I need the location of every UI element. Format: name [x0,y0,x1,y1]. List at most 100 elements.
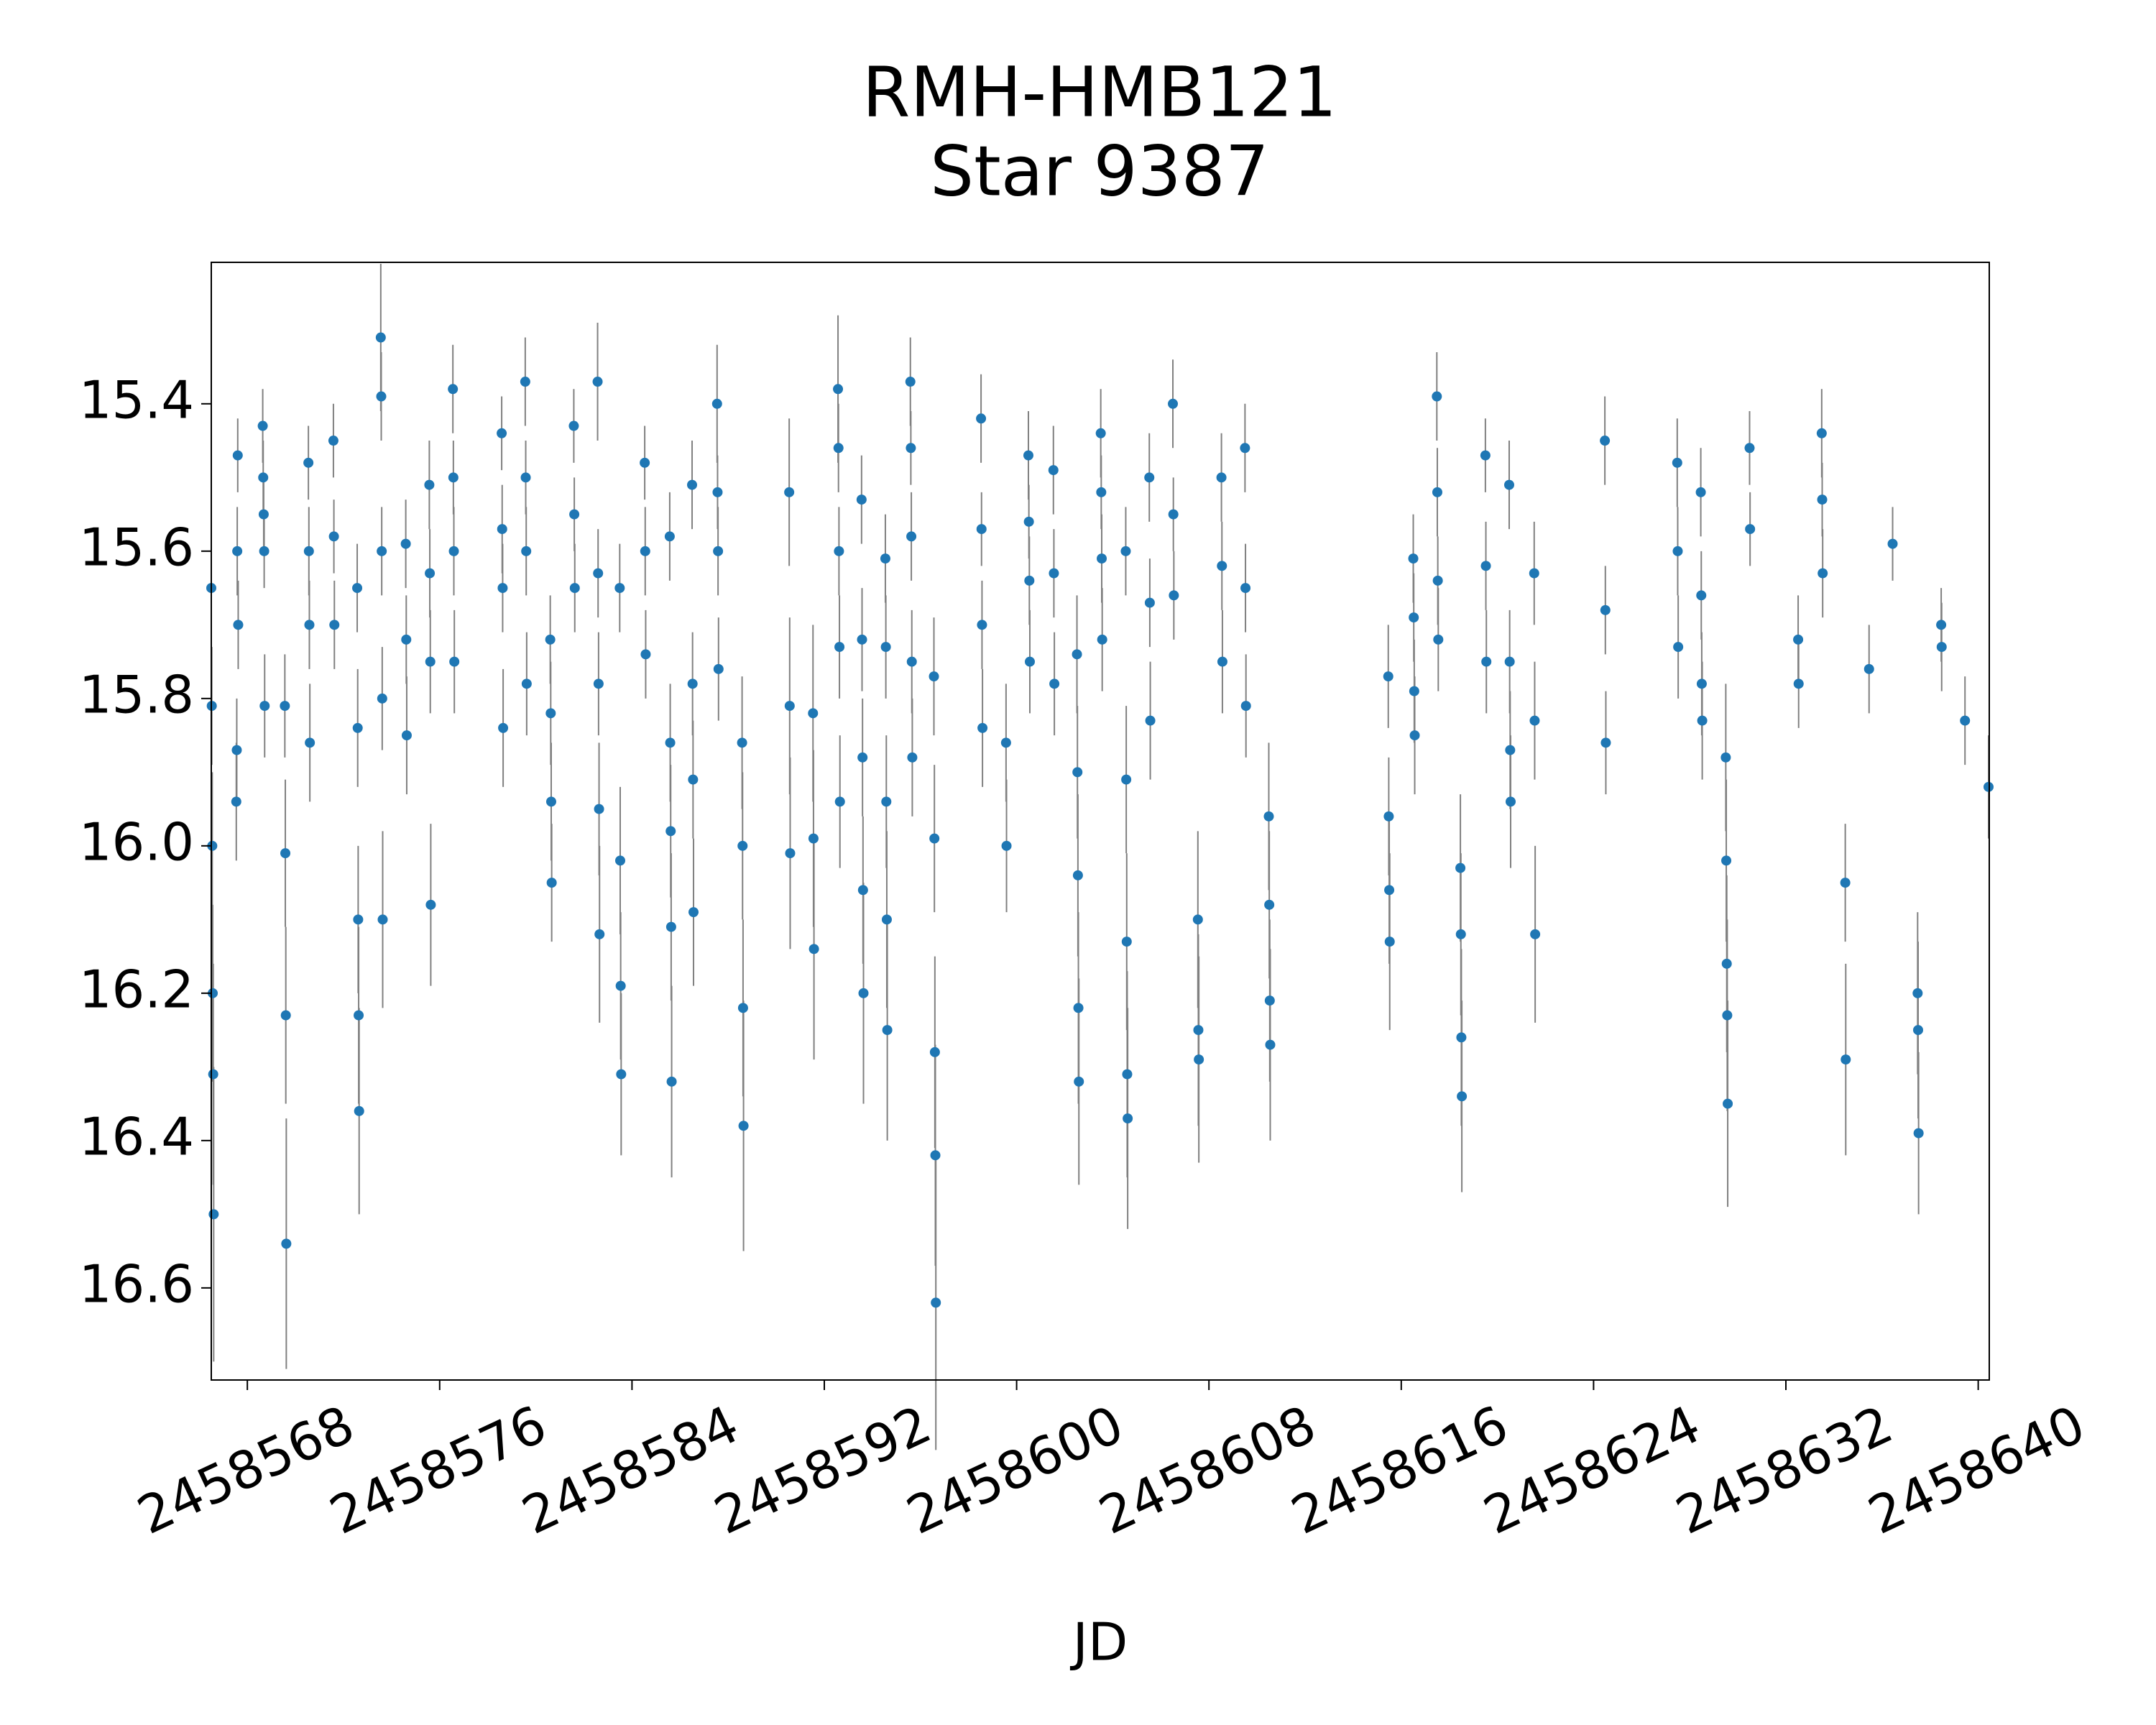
data-point [1529,568,1539,579]
data-point [1481,656,1492,667]
data-point [497,428,507,438]
data-point [497,524,507,535]
data-point [640,546,650,556]
data-point [377,693,387,704]
data-point [305,737,315,748]
data-point [1023,516,1034,527]
x-axis-label: JD [1070,1612,1128,1673]
data-point [546,878,557,888]
data-point [737,737,747,748]
data-point [1840,878,1851,888]
data-point [1887,538,1898,549]
data-point [1960,715,1971,726]
data-point [856,494,867,505]
data-point [1818,568,1828,579]
data-point [833,443,844,454]
data-point [929,671,939,682]
data-point [208,1209,219,1220]
data-point [834,642,845,653]
data-point [280,848,291,859]
y-tick-label: 16.4 [79,1106,194,1167]
data-point [1983,781,1994,792]
data-point [498,722,509,733]
data-point [833,384,844,395]
data-point [664,531,675,542]
y-tick-label: 15.6 [79,517,194,577]
data-point [977,722,988,733]
data-point [280,701,290,712]
data-point [614,855,625,866]
data-point [1168,398,1179,409]
data-point [882,1025,893,1036]
data-point [231,796,241,807]
data-point [1409,686,1419,696]
data-point [377,546,387,556]
data-point [1240,701,1251,712]
data-point [1720,752,1731,763]
data-point [376,391,387,402]
data-point [1023,450,1033,461]
data-point [1793,634,1804,645]
data-point [449,656,460,667]
data-point [834,796,845,807]
data-point [616,1069,627,1080]
data-point [1936,642,1947,653]
data-point [259,546,270,556]
data-point [258,509,269,520]
data-point [1432,575,1443,586]
data-point [569,583,580,594]
data-point [1383,811,1394,822]
data-point [1673,642,1684,653]
data-point [1721,958,1732,969]
data-point [354,1105,364,1116]
data-point [1722,1010,1733,1021]
data-point [231,745,242,755]
data-point [425,899,436,910]
data-point [1864,663,1874,674]
data-point [857,885,868,896]
data-point [976,413,987,424]
data-point [614,583,625,594]
data-point [1048,465,1059,476]
data-point [687,479,698,490]
data-point [808,833,819,844]
data-point [425,568,436,579]
data-point [448,384,459,395]
data-point [1455,862,1466,873]
data-point [401,634,412,645]
data-point [1744,443,1755,454]
data-point [1793,678,1804,689]
data-point [1409,612,1419,623]
data-point [1745,524,1756,535]
data-point [906,656,917,667]
data-point [880,642,891,653]
data-point [448,472,459,483]
data-point [1503,479,1514,490]
data-point [808,944,819,954]
data-point [1913,1128,1924,1138]
data-point [640,649,651,660]
data-point [1697,715,1708,726]
data-point [1457,1091,1468,1102]
data-point [665,921,676,932]
data-point [400,538,411,549]
y-tick-label: 16.0 [79,811,194,872]
data-point [666,1076,677,1087]
data-point [1600,737,1611,748]
data-point [1000,737,1011,748]
data-point [1263,811,1274,822]
data-point [497,583,508,594]
data-point [929,1046,940,1057]
data-point [1721,855,1732,866]
data-point [1193,1025,1204,1036]
data-point [1001,840,1012,851]
data-point [257,420,268,431]
data-point [1072,649,1082,660]
data-point [1144,472,1155,483]
data-point [1384,937,1395,947]
data-point [1695,487,1706,497]
data-point [1696,678,1707,689]
data-point [1072,870,1083,880]
data-point [737,840,748,851]
data-point [712,487,723,497]
